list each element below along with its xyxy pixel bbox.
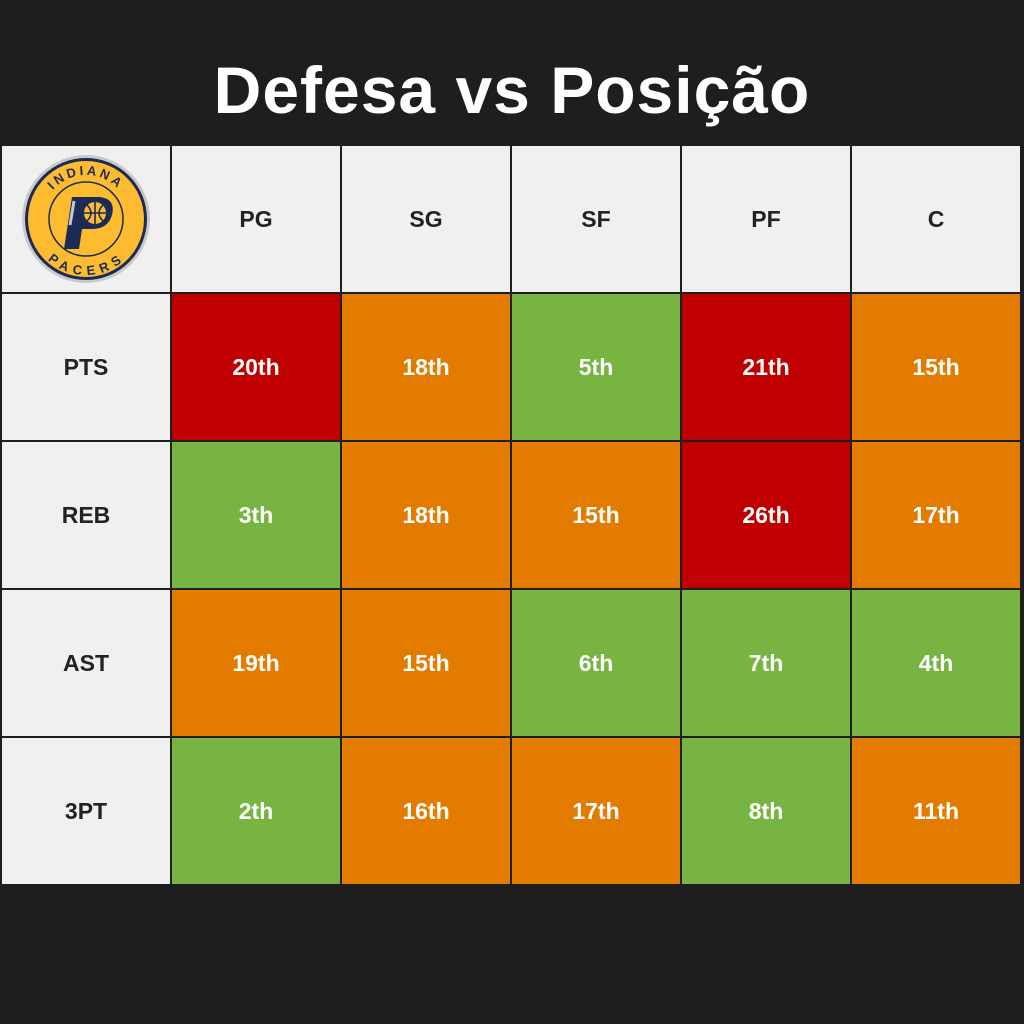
page-title: Defesa vs Posição [213, 53, 811, 127]
rank-cell: 15th [852, 294, 1020, 440]
row-header: AST [2, 590, 170, 736]
rank-cell: 18th [342, 294, 510, 440]
row-header: 3PT [2, 738, 170, 884]
column-header: SG [342, 146, 510, 292]
rank-cell: 16th [342, 738, 510, 884]
rank-cell: 4th [852, 590, 1020, 736]
row-header: REB [2, 442, 170, 588]
column-header: PG [172, 146, 340, 292]
rank-cell: 8th [682, 738, 850, 884]
rank-cell: 17th [852, 442, 1020, 588]
rank-cell: 17th [512, 738, 680, 884]
rank-cell: 3th [172, 442, 340, 588]
indiana-pacers-logo-icon: INDIANA PACERS [22, 155, 150, 283]
rank-cell: 6th [512, 590, 680, 736]
rank-cell: 19th [172, 590, 340, 736]
rank-cell: 15th [342, 590, 510, 736]
rank-cell: 2th [172, 738, 340, 884]
rank-cell: 20th [172, 294, 340, 440]
rank-cell: 15th [512, 442, 680, 588]
column-header: SF [512, 146, 680, 292]
rank-cell: 5th [512, 294, 680, 440]
column-header: PF [682, 146, 850, 292]
rank-cell: 11th [852, 738, 1020, 884]
column-header: C [852, 146, 1020, 292]
rank-cell: 21th [682, 294, 850, 440]
row-header: PTS [2, 294, 170, 440]
rank-cell: 7th [682, 590, 850, 736]
rank-cell: 26th [682, 442, 850, 588]
defense-vs-position-table: INDIANA PACERS PG SG SF PF C PTS 20th 18th 5th 21… [2, 146, 1022, 892]
team-logo: INDIANA PACERS [2, 146, 170, 292]
rank-cell: 18th [342, 442, 510, 588]
